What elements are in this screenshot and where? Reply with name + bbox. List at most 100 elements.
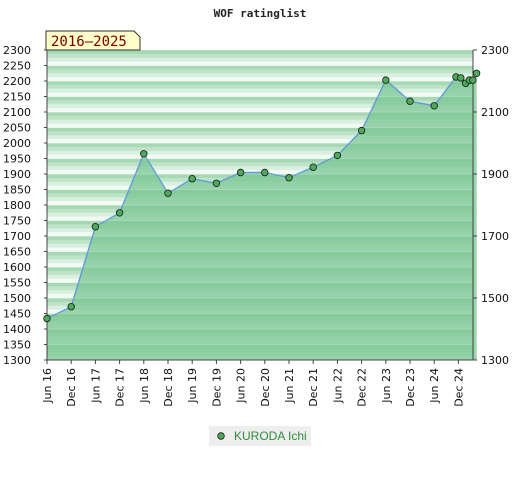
y-tick-label: 1450 [3,308,31,321]
data-points [43,69,481,323]
y-tick-label: 2100 [3,106,31,119]
background-band [47,166,473,171]
background-band [47,143,473,148]
background-band [47,158,473,163]
y-right-tick-label: 1500 [481,292,509,305]
background-band [47,154,473,159]
background-band [47,108,473,113]
chart-title: WOF ratinglist [214,7,307,20]
background-band [47,65,473,70]
background-band [47,112,473,117]
data-point [430,102,438,110]
y-right-tick-label: 1900 [481,168,509,181]
background-band [47,150,473,155]
y-tick-label: 1500 [3,292,31,305]
data-point [357,126,366,135]
y-axis-right: 1300 1500 1700 1900 2100 2300 [473,44,509,367]
y-tick-label: 2050 [3,122,31,135]
x-tick-label: Dec 22 [356,368,369,407]
background-band [47,50,473,55]
legend-label: KURODA Ichi [234,429,307,443]
x-tick-label: Dec 20 [259,368,272,407]
period-label: 2016–2025 [51,34,127,50]
x-axis: Jun 16 Dec 16 Jun 17 Dec 17 Jun 18 Dec 18 Jun … [41,360,465,407]
background-band [47,73,473,78]
rating-area-fill [47,73,477,361]
data-point [285,173,293,182]
y-tick-label: 1850 [3,184,31,197]
x-tick-label: Dec 23 [404,368,417,407]
background-band [47,88,473,93]
x-tick-label: Jun 18 [138,368,151,404]
data-point [188,174,196,183]
y-tick-label: 1650 [3,246,31,259]
data-point [140,150,148,158]
data-point [469,76,477,84]
y-tick-label: 1900 [3,168,31,181]
background-band [47,162,473,167]
data-point [472,69,481,77]
y-tick-label: 1700 [3,230,31,243]
y-right-tick-label: 1300 [481,354,509,367]
y-tick-label: 2000 [3,137,31,150]
data-point [164,189,172,197]
data-point [309,163,317,171]
background-band [47,127,473,132]
y-axis-left: 1300 1350 1400 1450 1500 1550 1600 1650 1700 1750… [3,44,47,367]
background-band [47,53,473,59]
x-tick-label: Jun 19 [186,368,199,404]
x-tick-label: Jun 16 [41,368,54,404]
x-tick-label: Dec 18 [162,368,175,407]
legend-background [209,426,311,446]
background-band [47,61,473,66]
data-point [67,303,75,311]
background-band [47,92,473,97]
period-box-frame [45,30,141,51]
x-tick-label: Dec 16 [65,368,78,407]
data-point [212,179,221,187]
background-band [47,69,473,74]
y-tick-label: 2150 [3,91,31,104]
y-tick-label: 2300 [3,44,31,57]
background-band [47,115,473,121]
y-tick-label: 1950 [3,153,31,166]
data-point [115,209,124,217]
y-tick-label: 1400 [3,323,31,336]
data-point [261,168,269,177]
x-tick-label: Jun 23 [380,368,393,404]
background-band [47,139,473,144]
y-tick-label: 1550 [3,277,31,290]
x-tick-label: Jun 17 [89,368,102,404]
background-band [47,81,473,86]
data-point [333,151,342,160]
y-tick-label: 2250 [3,60,31,73]
period-box: 2016–2025 [45,30,141,51]
y-tick-label: 1750 [3,215,31,228]
y-tick-label: 2200 [3,75,31,88]
legend: KURODA Ichi [209,426,311,446]
y-tick-label: 1350 [3,339,31,352]
x-tick-label: Dec 24 [452,368,465,407]
x-tick-label: Jun 24 [428,368,441,404]
background-band [47,146,473,152]
y-tick-label: 1300 [3,354,31,367]
x-tick-label: Jun 21 [283,368,296,404]
y-tick-label: 1800 [3,199,31,212]
x-tick-label: Dec 19 [210,368,223,407]
legend-marker [217,432,225,440]
background-band [47,135,473,140]
x-tick-label: Dec 21 [307,368,320,407]
background-band [47,119,473,124]
data-point [43,314,51,323]
y-tick-label: 1600 [3,261,31,274]
data-point [91,222,100,231]
background-band [47,131,473,136]
background-band [47,84,473,90]
y-right-tick-label: 2100 [481,106,509,119]
background-band [47,96,473,101]
data-point [236,168,245,177]
background-band [47,123,473,128]
data-point [457,74,465,82]
background-band [47,100,473,105]
